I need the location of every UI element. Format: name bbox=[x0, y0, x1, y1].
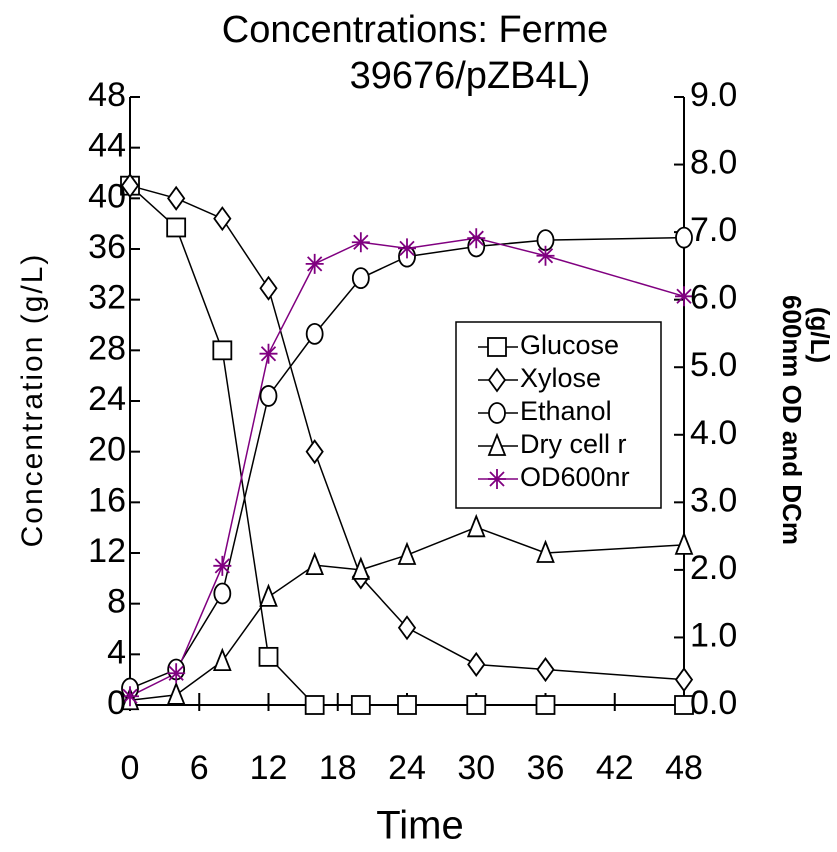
y-tick-label: 0 bbox=[107, 684, 126, 722]
y2-tick-label: 6.0 bbox=[690, 279, 737, 317]
marker bbox=[674, 695, 694, 715]
marker bbox=[305, 551, 324, 576]
marker bbox=[674, 531, 694, 555]
y2-tick-label: 2.0 bbox=[690, 549, 737, 587]
marker bbox=[487, 432, 507, 456]
y2-axis-label: 600nm OD and DCm bbox=[777, 295, 807, 545]
x-tick-label: 18 bbox=[319, 749, 357, 787]
marker bbox=[397, 695, 417, 715]
y2-tick-label: 9.0 bbox=[690, 76, 737, 114]
x-tick-label: 48 bbox=[665, 749, 703, 787]
legend-label: Dry cell r bbox=[520, 429, 627, 459]
y-tick-label: 4 bbox=[107, 633, 126, 671]
marker bbox=[120, 173, 140, 199]
marker bbox=[213, 206, 232, 232]
legend-label: Ethanol bbox=[520, 396, 612, 426]
chart-title: 39676/pZB4L) bbox=[350, 55, 591, 97]
y2-tick-label: 4.0 bbox=[690, 414, 737, 452]
x-axis-label: Time bbox=[376, 804, 463, 848]
y-tick-label: 32 bbox=[88, 279, 126, 317]
marker bbox=[675, 226, 693, 249]
y-tick-label: 24 bbox=[88, 380, 126, 418]
y-axis-label: Concentration (g/L) bbox=[16, 253, 49, 548]
marker bbox=[166, 217, 187, 238]
marker bbox=[488, 469, 506, 489]
marker bbox=[121, 686, 139, 707]
marker bbox=[351, 267, 370, 290]
marker bbox=[259, 275, 278, 301]
legend-label: OD600nr bbox=[520, 462, 630, 492]
marker bbox=[213, 555, 232, 576]
marker bbox=[674, 667, 694, 693]
marker bbox=[535, 695, 556, 715]
series-line bbox=[129, 236, 685, 690]
y2-tick-label: 0.0 bbox=[690, 684, 737, 722]
marker bbox=[213, 582, 232, 605]
marker bbox=[467, 228, 486, 249]
marker bbox=[167, 185, 186, 211]
y-tick-label: 8 bbox=[107, 583, 126, 621]
series-line bbox=[129, 237, 685, 697]
y-tick-label: 36 bbox=[88, 228, 126, 266]
marker bbox=[467, 651, 486, 677]
x-tick-label: 12 bbox=[250, 749, 288, 787]
x-tick-label: 0 bbox=[121, 749, 140, 787]
marker bbox=[305, 439, 324, 465]
y2-tick-label: 7.0 bbox=[690, 211, 737, 249]
x-tick-label: 24 bbox=[388, 749, 426, 787]
marker bbox=[350, 695, 371, 715]
marker bbox=[398, 238, 416, 259]
marker bbox=[487, 337, 507, 357]
marker bbox=[536, 539, 555, 563]
marker bbox=[305, 322, 324, 345]
marker bbox=[675, 286, 693, 307]
y-tick-label: 40 bbox=[88, 177, 126, 215]
marker bbox=[213, 647, 232, 671]
y-tick-label: 28 bbox=[88, 329, 126, 367]
marker bbox=[466, 513, 486, 538]
y-tick-label: 44 bbox=[88, 127, 126, 165]
y-tick-label: 12 bbox=[88, 532, 126, 570]
marker bbox=[259, 583, 278, 607]
marker bbox=[351, 556, 371, 580]
marker bbox=[167, 663, 186, 684]
marker bbox=[397, 615, 417, 641]
marker bbox=[259, 385, 278, 407]
y2-axis-label: (g/L) bbox=[805, 307, 835, 363]
series-line bbox=[129, 184, 685, 681]
marker bbox=[166, 681, 186, 705]
y-tick-label: 16 bbox=[88, 481, 126, 519]
marker bbox=[536, 657, 555, 683]
x-tick-label: 42 bbox=[596, 749, 634, 787]
chart-title: Concentrations: Ferme bbox=[222, 9, 609, 51]
marker bbox=[487, 367, 507, 393]
marker bbox=[351, 232, 370, 253]
marker bbox=[397, 541, 417, 565]
marker bbox=[466, 695, 487, 715]
series-line bbox=[129, 526, 685, 702]
y2-tick-label: 1.0 bbox=[690, 616, 737, 654]
x-tick-label: 36 bbox=[527, 749, 565, 787]
y-tick-label: 48 bbox=[88, 76, 126, 114]
x-tick-label: 30 bbox=[457, 749, 495, 787]
marker bbox=[258, 646, 279, 667]
marker bbox=[259, 343, 278, 364]
legend-label: Glucose bbox=[520, 330, 619, 360]
y2-tick-label: 5.0 bbox=[690, 346, 737, 384]
series-line bbox=[129, 185, 684, 706]
marker bbox=[212, 340, 233, 361]
plot-area bbox=[120, 96, 694, 715]
marker bbox=[305, 253, 324, 274]
marker bbox=[304, 695, 325, 715]
legend-label: Xylose bbox=[520, 363, 601, 393]
y-tick-label: 20 bbox=[88, 431, 126, 469]
marker bbox=[488, 402, 506, 424]
y2-tick-label: 8.0 bbox=[690, 144, 737, 182]
x-tick-label: 6 bbox=[190, 749, 209, 787]
marker bbox=[536, 245, 555, 266]
y2-tick-label: 3.0 bbox=[690, 481, 737, 519]
